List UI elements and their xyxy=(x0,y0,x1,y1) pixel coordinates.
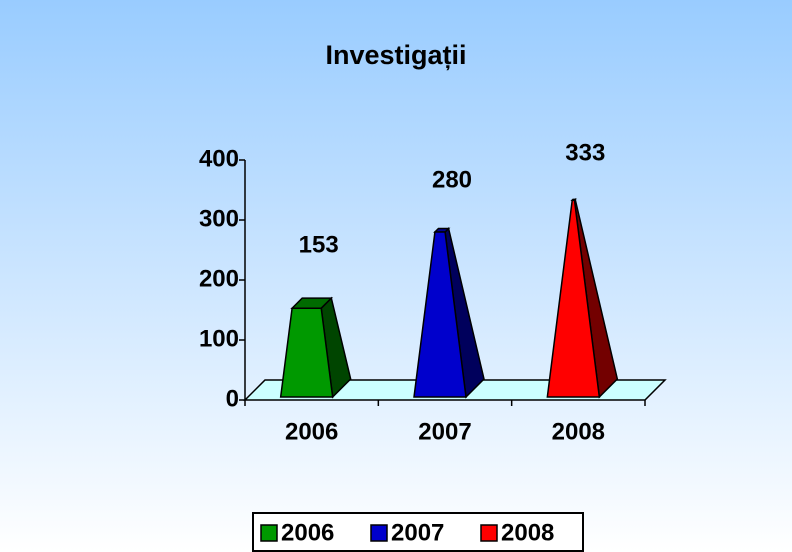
x-tick-label: 2007 xyxy=(418,418,471,445)
x-tick-label: 2006 xyxy=(285,418,338,445)
legend-swatch xyxy=(480,524,498,542)
bar xyxy=(413,227,485,399)
x-tick-label: 2008 xyxy=(552,418,605,445)
legend-label: 2008 xyxy=(501,519,554,546)
y-tick-label: 300 xyxy=(199,205,239,232)
legend-label: 2007 xyxy=(391,519,444,546)
value-label: 280 xyxy=(432,166,472,193)
bar xyxy=(546,197,619,399)
y-tick-label: 400 xyxy=(199,145,239,172)
bar-front xyxy=(279,307,334,398)
y-tick-label: 0 xyxy=(226,385,239,412)
chart-title: Investigații xyxy=(325,40,466,70)
legend xyxy=(252,512,584,552)
legend-label: 2006 xyxy=(281,519,334,546)
value-label: 153 xyxy=(299,232,339,259)
legend-swatch xyxy=(370,524,388,542)
y-tick-label: 100 xyxy=(199,325,239,352)
bar xyxy=(279,296,352,399)
bar-front xyxy=(413,231,467,398)
bar-front xyxy=(546,199,601,398)
y-tick-label: 200 xyxy=(199,265,239,292)
value-label: 333 xyxy=(565,139,605,166)
legend-swatch xyxy=(260,524,278,542)
